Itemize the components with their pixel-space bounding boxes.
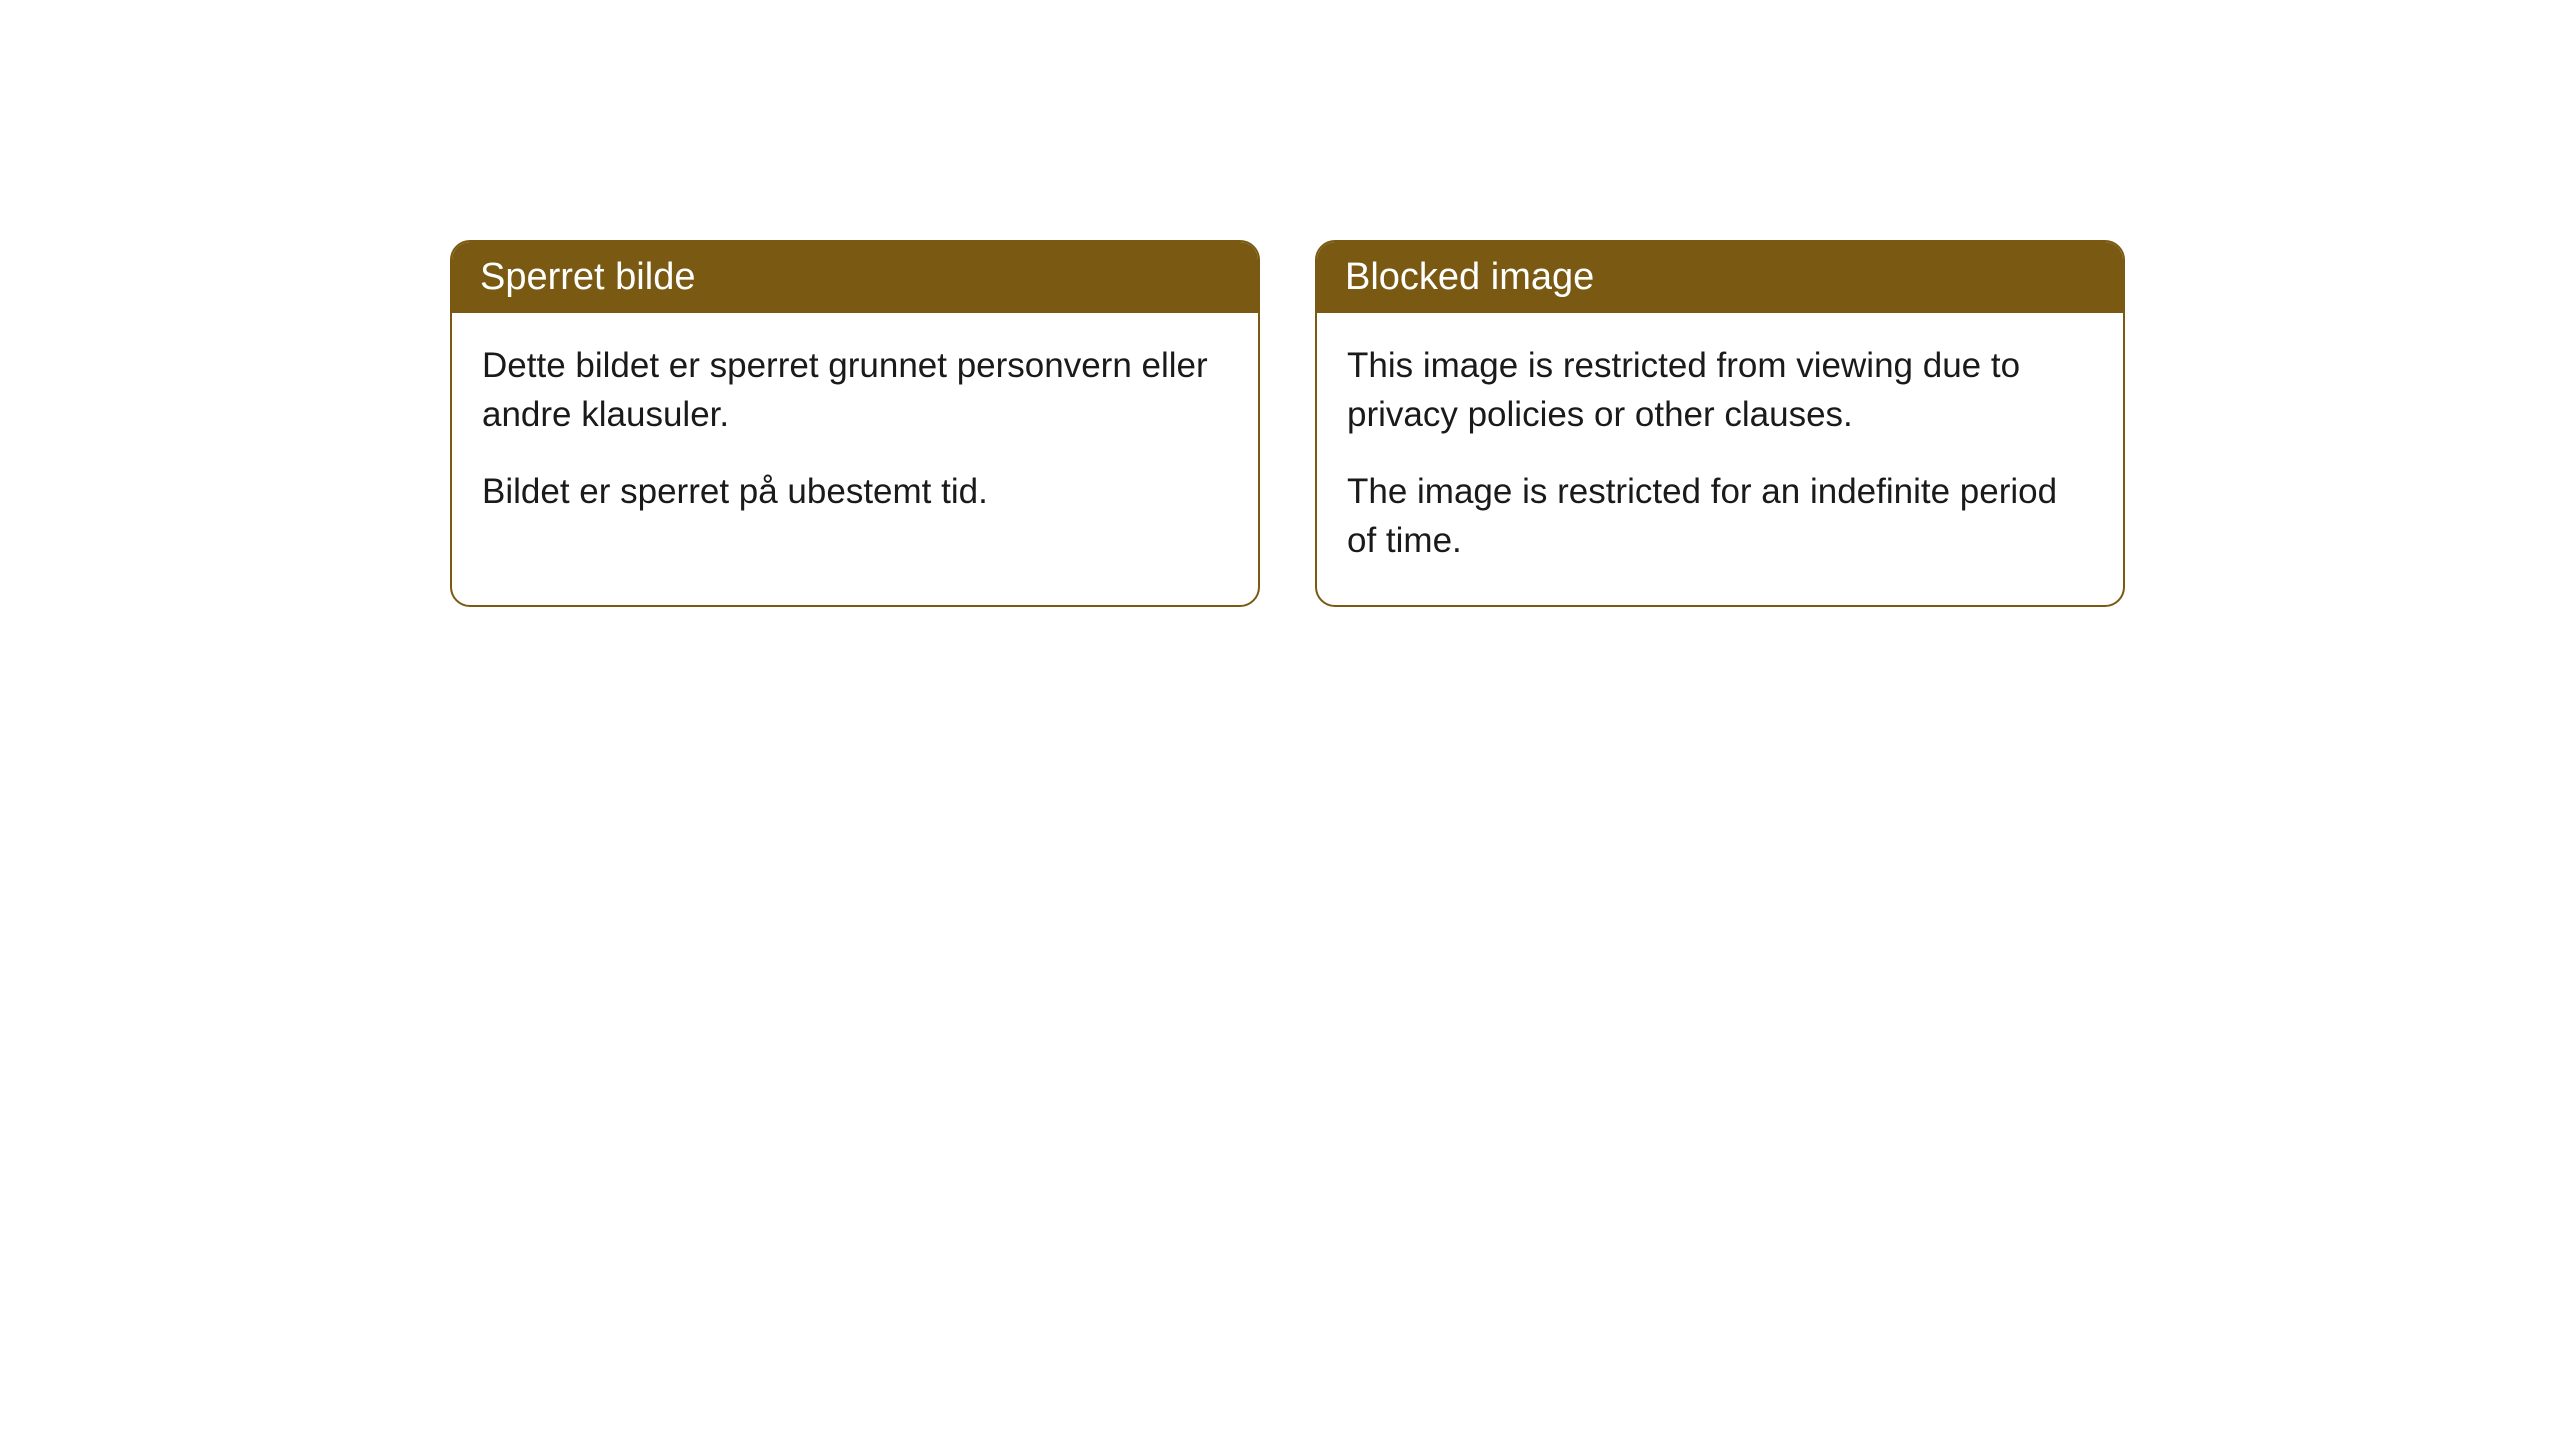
card-paragraph: The image is restricted for an indefinit… <box>1347 467 2093 565</box>
card-paragraph: Bildet er sperret på ubestemt tid. <box>482 467 1228 516</box>
notice-cards-container: Sperret bilde Dette bildet er sperret gr… <box>450 240 2125 607</box>
card-title: Sperret bilde <box>480 256 695 298</box>
card-header-norwegian: Sperret bilde <box>452 242 1258 313</box>
card-header-english: Blocked image <box>1317 242 2123 313</box>
card-title: Blocked image <box>1345 256 1594 298</box>
card-paragraph: This image is restricted from viewing du… <box>1347 341 2093 439</box>
card-body-norwegian: Dette bildet er sperret grunnet personve… <box>452 313 1258 556</box>
notice-card-english: Blocked image This image is restricted f… <box>1315 240 2125 607</box>
card-paragraph: Dette bildet er sperret grunnet personve… <box>482 341 1228 439</box>
notice-card-norwegian: Sperret bilde Dette bildet er sperret gr… <box>450 240 1260 607</box>
card-body-english: This image is restricted from viewing du… <box>1317 313 2123 605</box>
